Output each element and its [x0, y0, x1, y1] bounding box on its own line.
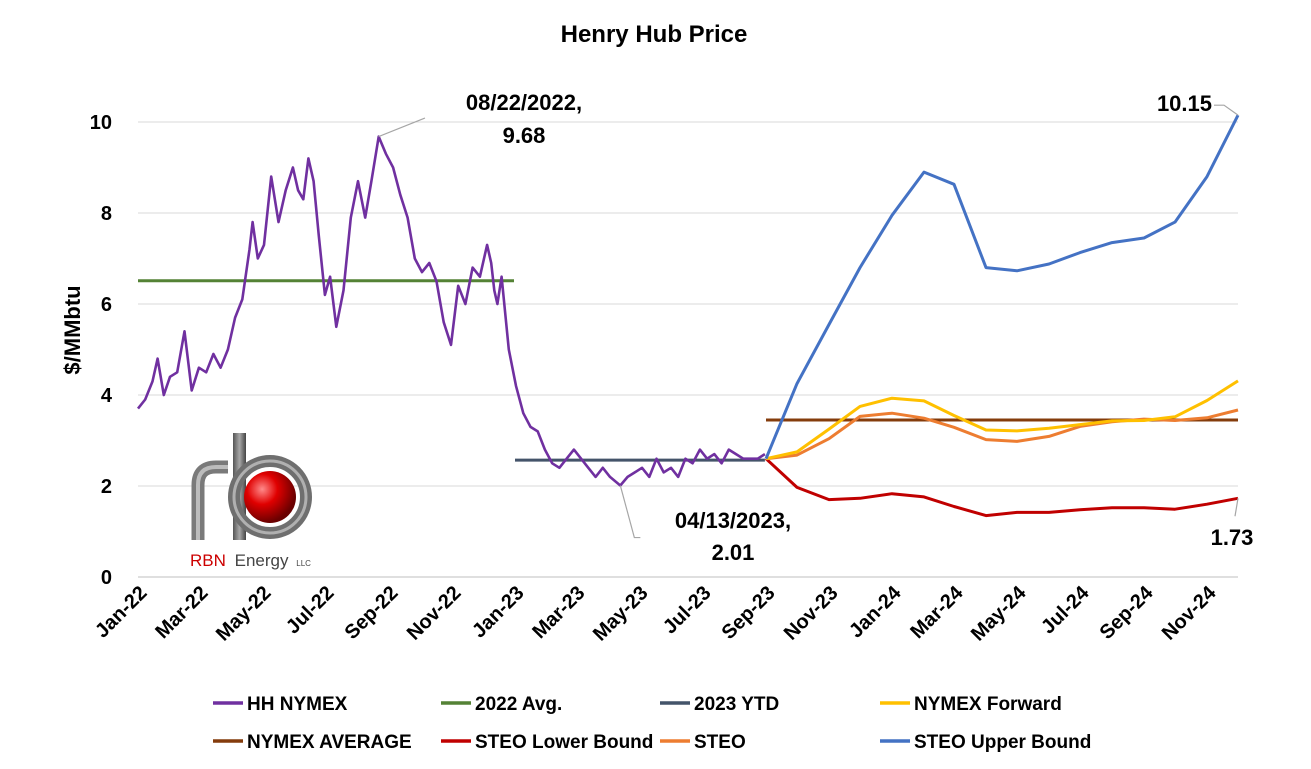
series-line-steo-lower-bound — [764, 457, 1239, 518]
x-tick-label: Sep-24 — [1096, 581, 1159, 644]
x-tick-label: Sep-23 — [718, 582, 780, 644]
x-tick-label: Jul-22 — [282, 582, 338, 638]
x-tick-label: Jan-24 — [845, 581, 906, 642]
y-tick-label: 6 — [101, 294, 112, 316]
x-tick-label: May-24 — [967, 581, 1031, 645]
series-line-nymex-forward — [765, 379, 1239, 461]
annotation-trough-value: 2.01 — [712, 540, 755, 565]
logo-text: RBN Energy LLC — [190, 551, 311, 570]
y-axis-ticks: 0 2 4 6 8 10 — [90, 112, 113, 589]
annotation-leader — [1214, 104, 1239, 116]
x-tick-label: Jul-24 — [1037, 581, 1094, 638]
x-tick-label: Nov-22 — [403, 582, 466, 645]
annotation-leader — [619, 485, 641, 539]
legend-label-hh-nymex: HH NYMEX — [247, 694, 348, 715]
legend-label-steo-lower-bound: STEO Lower Bound — [475, 732, 653, 753]
series-line-steo-upper-bound — [764, 114, 1240, 460]
x-tick-label: Mar-22 — [151, 582, 212, 643]
y-tick-label: 0 — [101, 567, 112, 589]
annotation-layer: 08/22/2022, 9.68 04/13/2023, 2.01 10.15 1.73 — [378, 90, 1254, 565]
annotation-lower-end: 1.73 — [1211, 525, 1254, 550]
gridlines — [138, 121, 1238, 487]
x-tick-label: Jan-22 — [91, 582, 151, 642]
x-tick-label: Jul-23 — [659, 582, 715, 638]
y-tick-label: 10 — [90, 112, 112, 134]
series-line-hh-nymex — [136, 135, 766, 487]
legend-label-nymex-average: NYMEX AVERAGE — [247, 732, 412, 753]
logo-brand: RBN — [190, 551, 226, 570]
legend-label-2022-avg: 2022 Avg. — [475, 694, 562, 715]
y-axis-label: $/MMbtu — [60, 285, 85, 374]
annotation-peak-value: 9.68 — [503, 123, 546, 148]
annotation-leader — [378, 117, 426, 138]
y-tick-label: 4 — [101, 385, 113, 407]
y-tick-label: 8 — [101, 203, 112, 225]
rbn-energy-logo: RBN Energy LLC — [190, 433, 312, 570]
legend: HH NYMEX 2022 Avg. 2023 YTD NYMEX Forward NY… — [213, 694, 1091, 753]
x-tick-label: May-23 — [589, 582, 653, 646]
x-tick-label: Nov-24 — [1158, 581, 1221, 644]
x-tick-label: Sep-22 — [341, 582, 403, 644]
x-axis-ticks: Jan-22 Mar-22 May-22 Jul-22 Sep-22 Nov-22 Jan-… — [91, 581, 1221, 645]
logo-suffix: LLC — [296, 559, 311, 568]
chart-title: Henry Hub Price — [561, 21, 748, 48]
y-tick-label: 2 — [101, 476, 112, 498]
annotation-trough-date: 04/13/2023, — [675, 508, 791, 533]
legend-label-steo-upper-bound: STEO Upper Bound — [914, 732, 1091, 753]
annotation-leader — [1234, 498, 1239, 517]
annotation-peak-date: 08/22/2022, — [466, 90, 582, 115]
logo-name: Energy — [235, 551, 289, 570]
x-tick-label: Nov-23 — [780, 582, 843, 645]
x-tick-label: Mar-23 — [528, 582, 589, 643]
legend-label-steo: STEO — [694, 732, 746, 753]
x-tick-label: May-22 — [212, 582, 276, 646]
series-layer — [136, 114, 1240, 518]
x-tick-label: Jan-23 — [468, 582, 528, 642]
x-tick-label: Mar-24 — [906, 581, 968, 643]
annotation-upper-end: 10.15 — [1157, 91, 1212, 116]
legend-label-nymex-forward: NYMEX Forward — [914, 694, 1062, 715]
legend-label-2023-ytd: 2023 YTD — [694, 694, 779, 715]
